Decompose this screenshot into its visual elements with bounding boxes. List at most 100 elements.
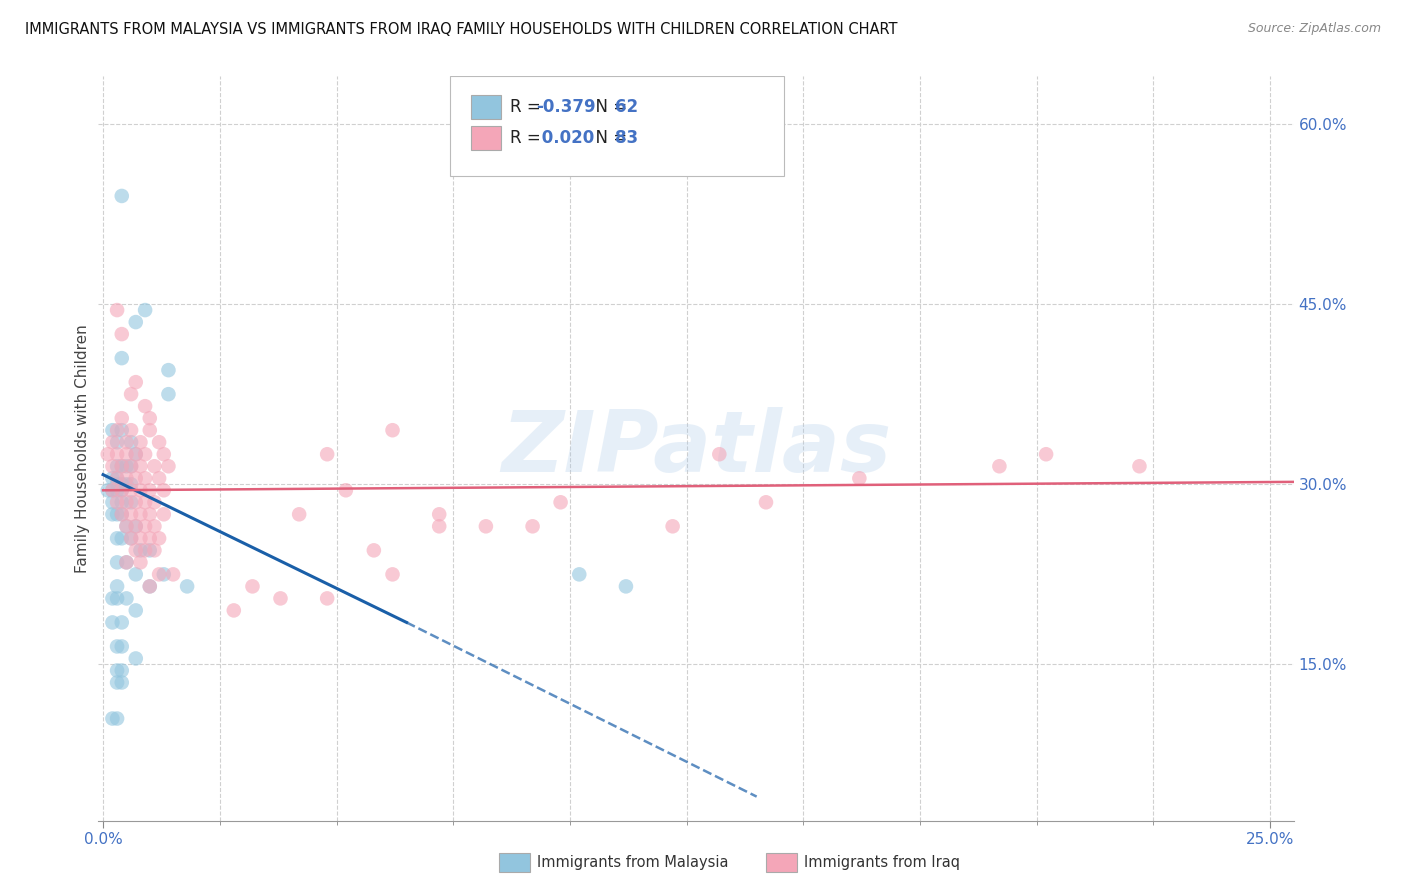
Point <box>115 459 138 474</box>
Point <box>115 435 138 450</box>
Point <box>125 567 148 582</box>
Point <box>129 555 152 569</box>
Point <box>139 423 162 437</box>
Point <box>101 483 124 498</box>
Point <box>120 435 142 450</box>
Point <box>105 447 128 461</box>
Point <box>148 435 170 450</box>
Point <box>125 519 148 533</box>
Point <box>129 508 152 522</box>
Point <box>120 459 142 474</box>
Point <box>115 447 138 461</box>
Point <box>162 567 184 582</box>
Point <box>755 495 778 509</box>
Point <box>105 303 128 318</box>
Point <box>105 591 128 606</box>
Point <box>129 459 152 474</box>
Point <box>111 189 134 203</box>
Point <box>97 447 120 461</box>
Point <box>125 447 148 461</box>
Point <box>125 651 148 665</box>
Point <box>661 519 683 533</box>
Point <box>427 508 450 522</box>
Point <box>111 483 134 498</box>
Point <box>134 495 156 509</box>
Point <box>120 508 142 522</box>
Point <box>988 459 1011 474</box>
Point <box>115 591 138 606</box>
Point <box>242 579 264 593</box>
FancyBboxPatch shape <box>471 127 501 150</box>
Point <box>105 579 128 593</box>
Point <box>129 543 152 558</box>
Point <box>105 423 128 437</box>
Text: R =: R = <box>509 129 546 147</box>
Point <box>111 483 134 498</box>
Point <box>139 579 162 593</box>
Point <box>105 471 128 485</box>
Point <box>101 712 124 726</box>
Point <box>101 495 124 509</box>
Point <box>101 423 124 437</box>
Point <box>111 508 134 522</box>
Point <box>139 532 162 546</box>
Point <box>316 447 339 461</box>
Point <box>269 591 291 606</box>
Point <box>134 471 156 485</box>
Point <box>381 423 404 437</box>
Point <box>550 495 572 509</box>
Point <box>111 327 134 342</box>
Point <box>176 579 198 593</box>
Point <box>125 495 148 509</box>
Point <box>288 508 311 522</box>
Point <box>105 640 128 654</box>
Point <box>125 447 148 461</box>
Point <box>101 435 124 450</box>
Point <box>152 508 174 522</box>
Point <box>316 591 339 606</box>
Point <box>134 303 156 318</box>
Point <box>139 508 162 522</box>
Point <box>111 508 134 522</box>
Point <box>115 555 138 569</box>
FancyBboxPatch shape <box>450 76 785 177</box>
Text: N =: N = <box>585 129 633 147</box>
Point <box>134 447 156 461</box>
Point <box>101 591 124 606</box>
Point <box>139 543 162 558</box>
Point <box>105 675 128 690</box>
Text: 62: 62 <box>614 98 638 116</box>
Point <box>111 495 134 509</box>
Point <box>111 351 134 365</box>
Point <box>111 459 134 474</box>
Text: Immigrants from Iraq: Immigrants from Iraq <box>804 855 960 870</box>
Point <box>148 567 170 582</box>
Point <box>111 675 134 690</box>
Text: Immigrants from Malaysia: Immigrants from Malaysia <box>537 855 728 870</box>
Point <box>614 579 637 593</box>
Point <box>143 543 166 558</box>
Point <box>143 495 166 509</box>
Point <box>115 477 138 491</box>
Point <box>105 477 128 491</box>
Point <box>568 567 591 582</box>
Point <box>120 477 142 491</box>
Point <box>120 483 142 498</box>
Point <box>134 399 156 413</box>
Point <box>134 543 156 558</box>
Point <box>111 459 134 474</box>
Point <box>522 519 544 533</box>
Point <box>335 483 357 498</box>
Point <box>101 615 124 630</box>
Point <box>97 483 120 498</box>
Text: IMMIGRANTS FROM MALAYSIA VS IMMIGRANTS FROM IRAQ FAMILY HOUSEHOLDS WITH CHILDREN: IMMIGRANTS FROM MALAYSIA VS IMMIGRANTS F… <box>25 22 898 37</box>
Point <box>143 459 166 474</box>
Point <box>115 519 138 533</box>
Point <box>125 315 148 329</box>
Point <box>120 387 142 401</box>
Point <box>139 579 162 593</box>
Point <box>157 387 180 401</box>
Point <box>105 508 128 522</box>
Point <box>427 519 450 533</box>
Point <box>125 519 148 533</box>
